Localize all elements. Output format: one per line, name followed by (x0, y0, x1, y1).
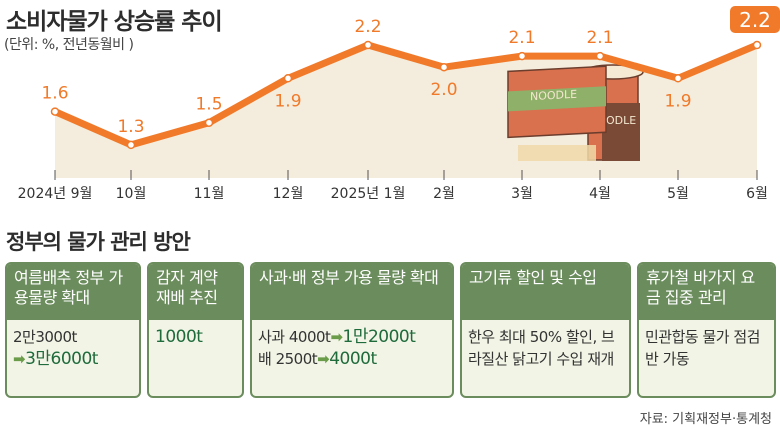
x-tick-label: 11월 (194, 186, 225, 202)
card-vacation-price: 휴가철 바가지 요금 집중 관리 민관합동 물가 점검반 가동 (637, 262, 776, 398)
noodle-illustration: ODLE NOODLE (507, 64, 644, 161)
card-header: 고기류 할인 및 수입 (462, 264, 629, 320)
data-point (283, 74, 293, 83)
card-header: 휴가철 바가지 요금 집중 관리 (639, 264, 774, 320)
x-tick-label: 5월 (667, 186, 689, 202)
data-label: 2.2 (354, 17, 381, 37)
highlight-label-bg (730, 6, 780, 33)
x-tick-label: 2024년 9월 (18, 186, 93, 202)
x-tick-label: 4월 (589, 186, 611, 202)
source-note: 자료: 기획재정부·통계청 (639, 412, 772, 427)
card-value: 1000t (155, 327, 203, 347)
card-header: 사과·배 정부 가용 물량 확대 (252, 264, 452, 320)
chart-title: 소비자물가 상승률 추이 (6, 9, 223, 35)
data-label: 2.1 (586, 28, 613, 48)
cpi-area-chart: ODLE NOODLE 2024년 9월 1.6 10월 1.3 11월 1.5 12월 1.… (18, 6, 780, 202)
x-tick-label: 10월 (116, 186, 147, 202)
data-point (673, 74, 683, 83)
data-label: 2.2 (739, 8, 771, 32)
noodle-bag-text: NOODLE (530, 88, 577, 103)
data-point (439, 62, 449, 72)
card-header: 감자 계약 재배 추진 (149, 264, 242, 320)
card-apple-pear: 사과·배 정부 가용 물량 확대 사과 4000t➡1만2000t 배 2500… (250, 262, 454, 398)
data-label: 1.9 (664, 91, 691, 111)
card-body: 한우 최대 50% 할인, 브라질산 닭고기 수입 재개 (468, 328, 615, 368)
data-label: 1.6 (41, 84, 68, 104)
apple-before: 사과 4000t (258, 328, 331, 346)
x-tick-label: 6월 (746, 186, 768, 202)
data-point (204, 118, 214, 127)
x-tick-label: 2월 (433, 186, 455, 202)
arrow-icon: ➡ (13, 350, 26, 368)
arrow-icon: ➡ (330, 328, 343, 346)
data-label: 2.1 (508, 28, 535, 48)
card-potato: 감자 계약 재배 추진 1000t (147, 262, 244, 398)
data-label: 1.9 (274, 91, 301, 111)
data-point (517, 51, 527, 61)
data-point (595, 51, 605, 61)
data-point (363, 40, 373, 50)
card-body: 민관합동 물가 점검반 가동 (645, 328, 760, 368)
x-tick-label: 2025년 1월 (331, 186, 406, 202)
arrow-icon: ➡ (317, 350, 330, 368)
data-point (752, 40, 762, 50)
card-value-before: 2만3000t (13, 328, 77, 346)
data-label: 1.5 (195, 95, 222, 115)
noodle-cup-text: ODLE (606, 114, 636, 127)
pear-before: 배 2500t (258, 350, 318, 368)
area-fill (55, 45, 757, 178)
card-meat: 고기류 할인 및 수입 한우 최대 50% 할인, 브라질산 닭고기 수입 재개 (460, 262, 631, 398)
data-point (126, 140, 136, 150)
card-summer-cabbage: 여름배추 정부 가용물량 확대 2만3000t ➡3만6000t (5, 262, 141, 398)
cpi-line (53, 41, 759, 149)
card-header: 여름배추 정부 가용물량 확대 (7, 264, 139, 320)
section-title: 정부의 물가 관리 방안 (6, 230, 191, 254)
data-point (50, 107, 60, 116)
data-label: 2.0 (430, 80, 457, 100)
x-tick-label: 3월 (511, 186, 533, 202)
data-label: 1.3 (117, 117, 144, 137)
chart-unit: (단위: %, 전년동월비 ) (4, 37, 134, 53)
card-value-after: 3만6000t (25, 349, 98, 369)
pear-after: 4000t (329, 349, 377, 369)
apple-after: 1만2000t (342, 327, 416, 347)
x-tick-label: 12월 (273, 186, 304, 202)
